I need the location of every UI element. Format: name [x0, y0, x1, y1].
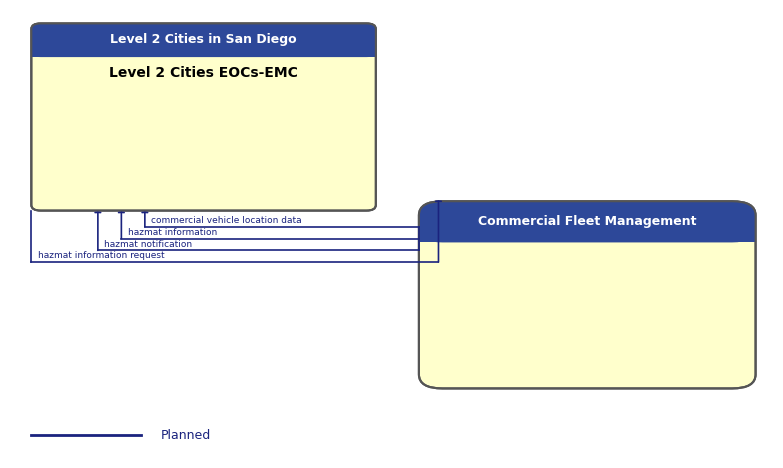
Text: hazmat notification: hazmat notification [104, 240, 193, 249]
FancyBboxPatch shape [419, 201, 756, 388]
Text: Level 2 Cities EOCs-EMC: Level 2 Cities EOCs-EMC [109, 66, 298, 80]
Text: hazmat information request: hazmat information request [38, 251, 164, 260]
Bar [419, 220, 756, 242]
Text: commercial vehicle location data: commercial vehicle location data [151, 216, 301, 225]
FancyBboxPatch shape [31, 23, 376, 57]
Text: Planned: Planned [161, 429, 211, 442]
Text: Level 2 Cities in San Diego: Level 2 Cities in San Diego [110, 33, 297, 46]
Text: hazmat information: hazmat information [128, 228, 217, 237]
Text: Commercial Fleet Management: Commercial Fleet Management [478, 214, 697, 227]
FancyBboxPatch shape [419, 201, 756, 242]
FancyBboxPatch shape [31, 23, 376, 211]
Bar [31, 38, 376, 57]
